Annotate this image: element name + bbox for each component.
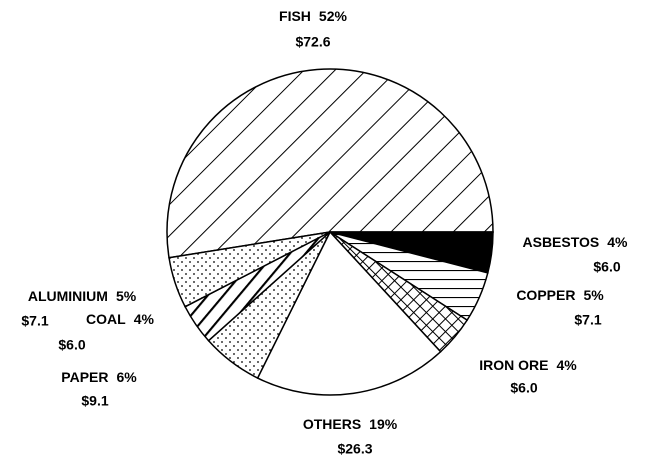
percent-label: 5% [583,287,604,303]
slice-label: FISH 52% [279,8,347,24]
slice-label: COPPER 5% [516,287,604,303]
percent-label: 6% [116,369,137,385]
percent-label: 4% [607,234,628,250]
amount-label: $6.0 [593,259,620,275]
percent-label: 4% [134,311,155,327]
category-label: COPPER [516,287,575,303]
category-label: FISH [279,8,311,24]
percent-label: 5% [116,288,137,304]
amount-label: $6.0 [510,380,537,396]
amount-label: $26.3 [337,441,372,457]
percent-label: 52% [319,8,348,24]
pie-slice [166,68,494,259]
slice-label: PAPER 6% [61,369,137,385]
pie-slice [256,230,442,396]
amount-label: $7.1 [21,313,48,329]
category-label: ALUMINIUM [28,288,108,304]
percent-label: 4% [557,357,578,373]
amount-label: $7.1 [574,312,601,328]
category-label: ASBESTOS [523,234,600,250]
category-label: OTHERS [303,416,361,432]
category-label: COAL [86,311,126,327]
slice-label: OTHERS 19% [303,416,398,432]
pie-slice [168,231,331,308]
percent-label: 19% [369,416,398,432]
amount-label: $72.6 [295,34,330,50]
amount-label: $6.0 [58,337,85,353]
slice-label: IRON ORE 4% [479,357,577,373]
category-label: IRON ORE [479,357,548,373]
slice-label: COAL 4% [86,311,154,327]
amount-label: $9.1 [81,393,108,409]
slice-label: ASBESTOS 4% [523,234,629,250]
category-label: PAPER [61,369,108,385]
slice-label: ALUMINIUM 5% [28,288,137,304]
